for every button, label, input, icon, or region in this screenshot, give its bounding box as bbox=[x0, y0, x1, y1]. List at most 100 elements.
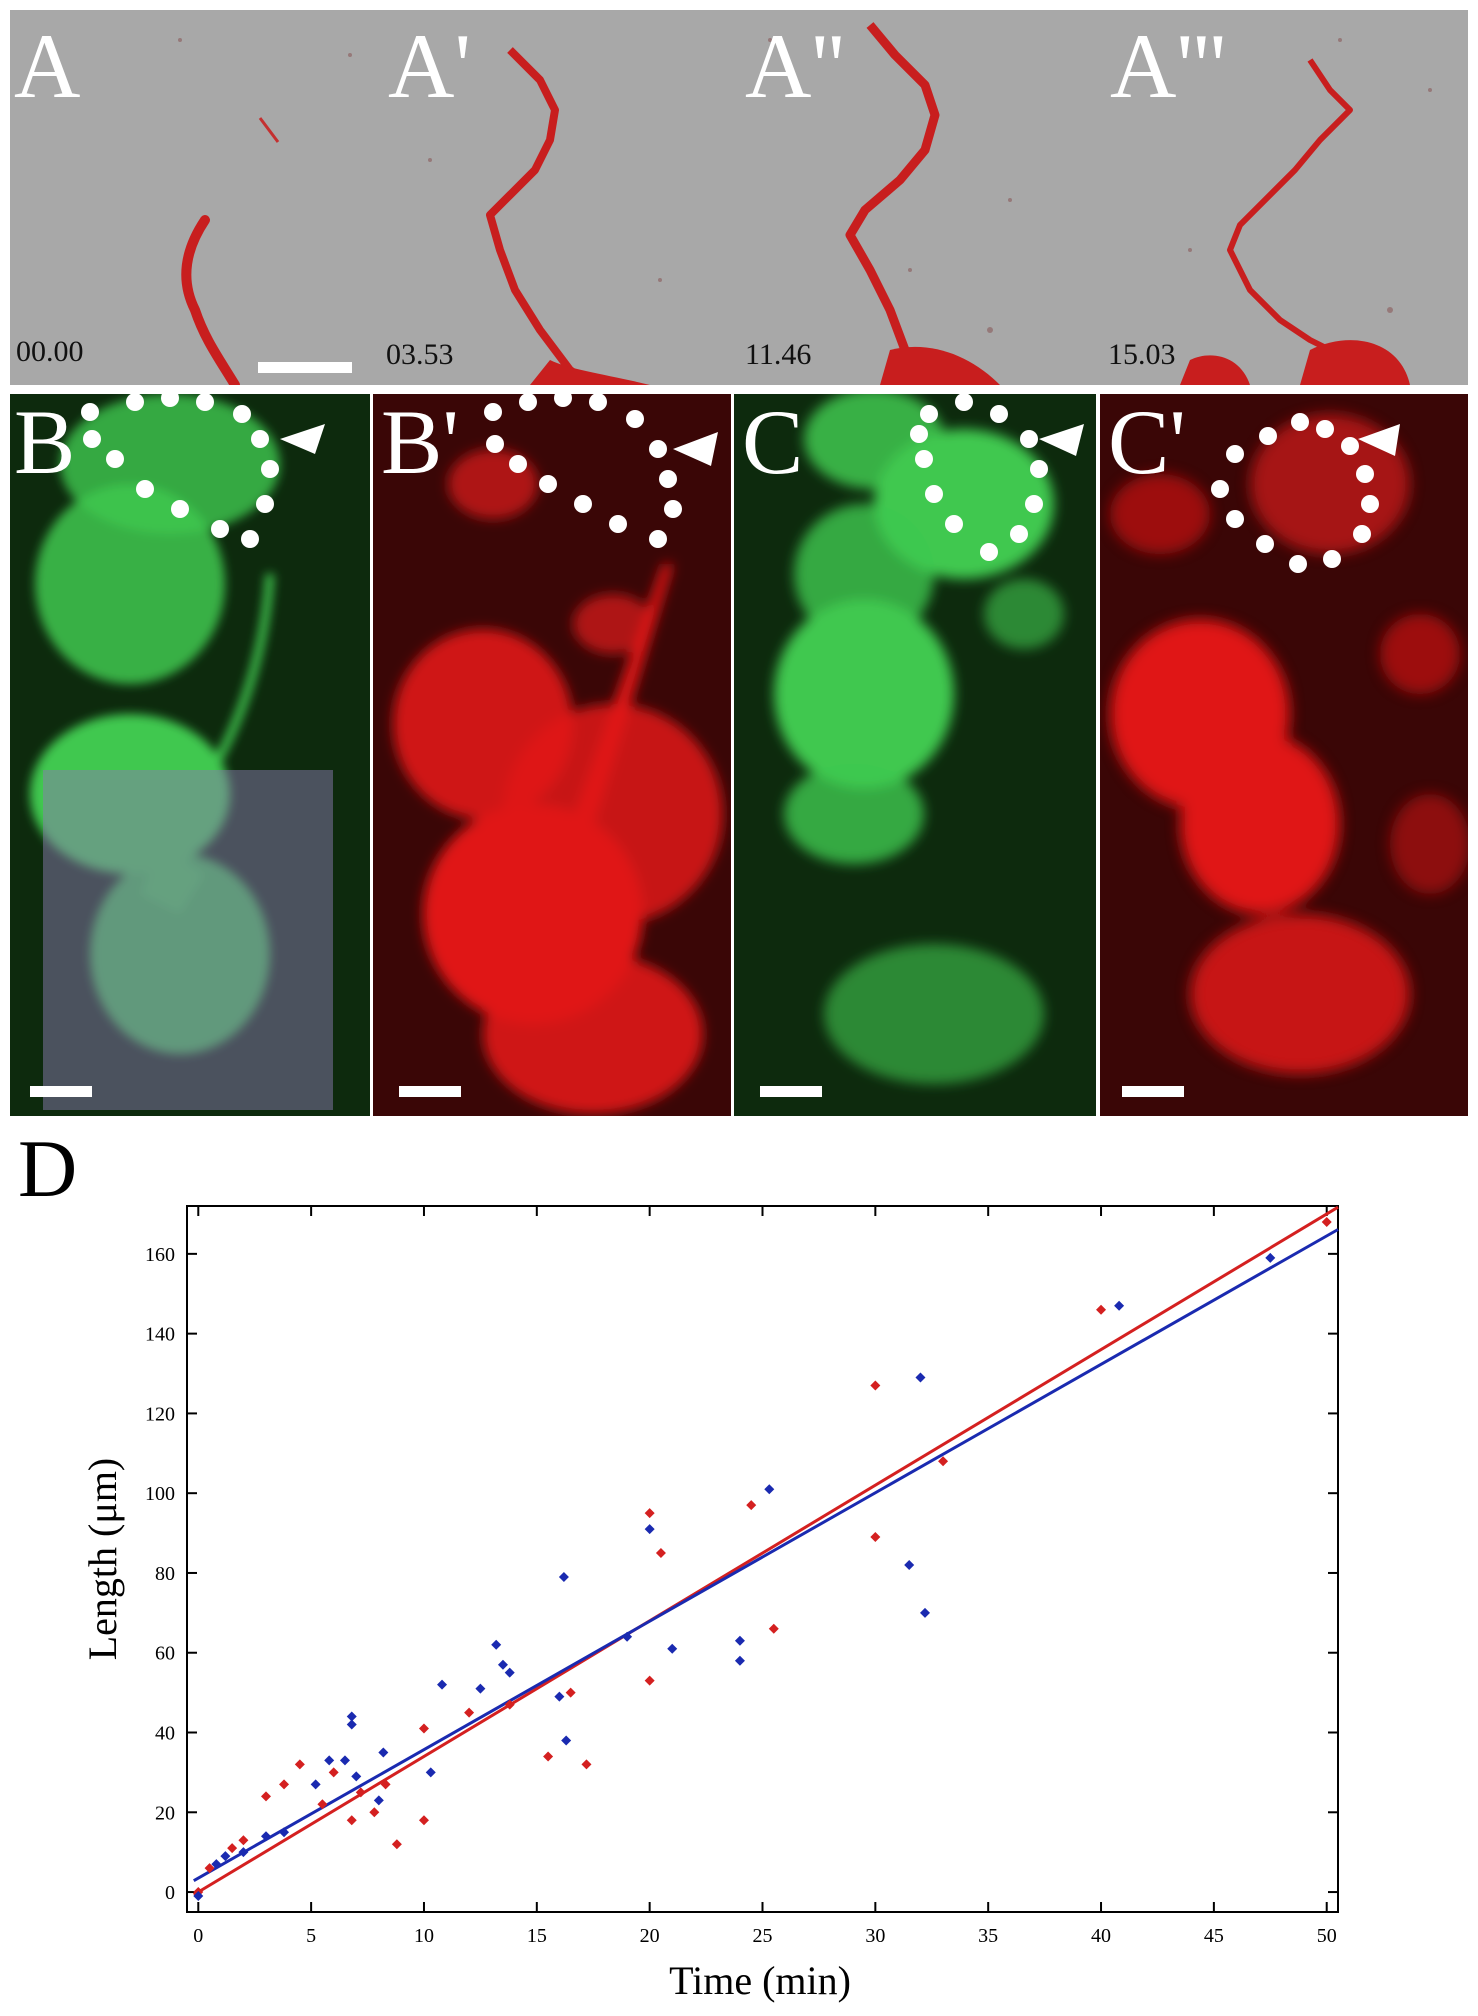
data-point-series-0 bbox=[581, 1759, 592, 1770]
x-tick-label: 15 bbox=[527, 1925, 547, 1947]
data-point-series-0 bbox=[391, 1839, 402, 1850]
data-point-series-1 bbox=[504, 1667, 515, 1678]
data-point-series-1 bbox=[919, 1607, 930, 1618]
data-point-series-1 bbox=[734, 1635, 745, 1646]
panel-b-highlight-box bbox=[43, 770, 333, 1110]
panel-c-prime: C' bbox=[1100, 394, 1468, 1116]
data-point-series-1 bbox=[310, 1779, 321, 1790]
data-point-series-1 bbox=[497, 1659, 508, 1670]
panel-a-label: A bbox=[14, 15, 81, 117]
x-tick-label: 45 bbox=[1204, 1925, 1224, 1947]
panel-d-label: D bbox=[18, 1123, 78, 1214]
y-tick-label: 160 bbox=[145, 1244, 175, 1266]
data-point-series-0 bbox=[504, 1699, 515, 1710]
data-point-series-1 bbox=[220, 1851, 231, 1862]
x-tick-label: 50 bbox=[1317, 1925, 1337, 1947]
data-point-series-0 bbox=[355, 1787, 366, 1798]
data-point-series-1 bbox=[1114, 1300, 1125, 1311]
data-point-series-1 bbox=[324, 1755, 335, 1766]
data-point-series-0 bbox=[418, 1723, 429, 1734]
y-tick-label: 60 bbox=[155, 1643, 175, 1665]
panel-a-strip: A A' A'' A''' 00.00 03.53 11.46 15.03 bbox=[10, 10, 1468, 385]
data-point-series-0 bbox=[328, 1767, 339, 1778]
data-point-series-1 bbox=[667, 1643, 678, 1654]
data-point-series-1 bbox=[373, 1795, 384, 1806]
data-point-series-0 bbox=[938, 1456, 949, 1467]
data-point-series-1 bbox=[346, 1711, 357, 1722]
x-tick-label: 25 bbox=[753, 1925, 773, 1947]
data-point-series-0 bbox=[294, 1759, 305, 1770]
y-axis-label: Length (μm) bbox=[80, 1458, 125, 1661]
panel-c-prime-arrowhead bbox=[1358, 424, 1400, 456]
data-point-series-1 bbox=[561, 1735, 572, 1746]
data-point-series-1 bbox=[437, 1679, 448, 1690]
x-tick-label: 35 bbox=[978, 1925, 998, 1947]
panel-b-prime-label: B' bbox=[381, 394, 459, 493]
panel-b-prime: B' bbox=[373, 394, 731, 1116]
panel-c-prime-label: C' bbox=[1108, 394, 1186, 493]
data-point-series-0 bbox=[380, 1779, 391, 1790]
y-tick-label: 20 bbox=[155, 1802, 175, 1824]
data-point-series-1 bbox=[260, 1831, 271, 1842]
panel-b-image bbox=[30, 394, 333, 1110]
panel-b: B bbox=[10, 394, 370, 1116]
data-point-series-1 bbox=[378, 1747, 389, 1758]
data-point-series-0 bbox=[644, 1675, 655, 1686]
data-point-series-1 bbox=[554, 1691, 565, 1702]
data-point-series-1 bbox=[491, 1639, 502, 1650]
x-tick-label: 40 bbox=[1091, 1925, 1111, 1947]
x-tick-label: 0 bbox=[193, 1925, 203, 1947]
panel-c-prime-image bbox=[1110, 413, 1468, 1074]
data-point-series-0 bbox=[346, 1815, 357, 1826]
panel-c-image bbox=[774, 394, 1084, 1084]
data-point-series-0 bbox=[565, 1687, 576, 1698]
data-point-series-1 bbox=[425, 1767, 436, 1778]
data-point-series-1 bbox=[644, 1524, 655, 1535]
data-point-series-0 bbox=[870, 1380, 881, 1391]
data-point-series-0 bbox=[369, 1807, 380, 1818]
y-tick-label: 0 bbox=[165, 1882, 175, 1904]
panel-a-scale-bar bbox=[258, 362, 352, 373]
y-tick-label: 120 bbox=[145, 1403, 175, 1425]
panel-a-time: 00.00 bbox=[16, 335, 84, 368]
panel-b-label: B bbox=[14, 394, 76, 493]
panel-a-double-prime-time: 11.46 bbox=[745, 338, 812, 371]
data-point-series-0 bbox=[204, 1863, 215, 1874]
panel-b-scale-bar bbox=[30, 1086, 92, 1097]
panel-c: C bbox=[734, 394, 1096, 1116]
data-point-series-0 bbox=[227, 1843, 238, 1854]
panel-a-image bbox=[178, 22, 1432, 385]
data-point-series-1 bbox=[558, 1571, 569, 1582]
data-point-series-0 bbox=[768, 1623, 779, 1634]
data-point-series-0 bbox=[260, 1791, 271, 1802]
y-tick-label: 80 bbox=[155, 1563, 175, 1585]
data-point-series-1 bbox=[346, 1719, 357, 1730]
panel-c-scale-bar bbox=[760, 1086, 822, 1097]
panel-b-prime-image bbox=[393, 394, 723, 1114]
panel-a-prime-time: 03.53 bbox=[386, 338, 454, 371]
panel-b-prime-arrowhead bbox=[673, 432, 718, 466]
data-point-series-1 bbox=[193, 1891, 204, 1902]
panel-b-arrowhead bbox=[280, 424, 325, 454]
data-point-series-0 bbox=[418, 1815, 429, 1826]
data-point-series-1 bbox=[734, 1655, 745, 1666]
data-point-series-1 bbox=[339, 1755, 350, 1766]
data-point-series-1 bbox=[915, 1372, 926, 1383]
data-point-series-0 bbox=[464, 1707, 475, 1718]
y-tick-label: 40 bbox=[155, 1723, 175, 1745]
data-point-series-0 bbox=[1096, 1304, 1107, 1315]
data-point-series-0 bbox=[1321, 1216, 1332, 1227]
x-tick-label: 30 bbox=[865, 1925, 885, 1947]
data-point-series-1 bbox=[764, 1484, 775, 1495]
data-point-series-0 bbox=[317, 1799, 328, 1810]
x-tick-label: 10 bbox=[414, 1925, 434, 1947]
data-point-series-1 bbox=[475, 1683, 486, 1694]
data-point-series-0 bbox=[746, 1500, 757, 1511]
data-point-series-1 bbox=[211, 1859, 222, 1870]
panel-a-double-prime-label: A'' bbox=[745, 15, 845, 117]
data-point-series-0 bbox=[870, 1532, 881, 1543]
panel-a-triple-prime-time: 15.03 bbox=[1108, 338, 1176, 371]
data-point-series-0 bbox=[655, 1548, 666, 1559]
data-point-series-1 bbox=[238, 1847, 249, 1858]
panel-c-label: C bbox=[742, 394, 804, 493]
